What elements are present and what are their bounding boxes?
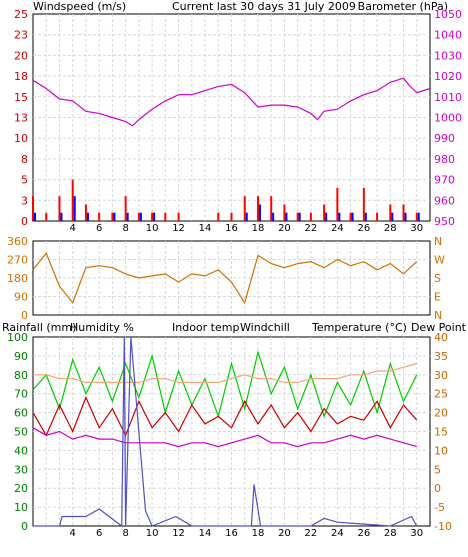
env-x-tick-label: 10 (146, 528, 159, 539)
env-x-tick-label: 18 (252, 528, 265, 539)
windspeed-tick-label: 8 (21, 153, 28, 166)
env-right-tick-label: 20 (434, 407, 448, 420)
wind-x-tick-label: 28 (384, 223, 397, 234)
windspeed-tick-label: 15 (14, 91, 28, 104)
humidity-axis-label: Humidity % (70, 321, 134, 334)
direction-compass-tick-label: W (434, 254, 445, 267)
rainfall-series-line (33, 336, 418, 528)
wind-x-tick-label: 30 (410, 223, 423, 234)
wind-x-tick-label: 22 (305, 223, 318, 234)
direction-degree-tick-label: 270 (7, 254, 28, 267)
env-right-tick-label: 25 (434, 388, 448, 401)
humidity-series-line (32, 349, 418, 419)
env-left-tick-label: 20 (14, 482, 28, 495)
wind-x-tick-label: 4 (70, 223, 76, 234)
env-right-tick-label: 5 (434, 463, 441, 476)
barometer-tick-label: 990 (434, 132, 455, 145)
env-left-tick-label: 90 (14, 350, 28, 363)
direction-degree-tick-label: 180 (7, 272, 28, 285)
temperature-series-line (32, 395, 418, 437)
windspeed-tick-label: 10 (14, 132, 28, 145)
env-right-tick-label: 15 (434, 426, 448, 439)
direction-compass-tick-label: S (434, 272, 441, 285)
direction-compass-tick-label: E (434, 291, 441, 304)
windspeed-tick-label: 23 (14, 29, 28, 42)
barometer-tick-label: 970 (434, 174, 455, 187)
env-right-tick-label: 30 (434, 369, 448, 382)
direction-compass-tick-label: N (434, 235, 442, 248)
env-left-tick-label: 100 (7, 331, 28, 344)
wind-x-tick-label: 14 (199, 223, 212, 234)
barometer-tick-label: 1000 (434, 112, 462, 125)
barometer-tick-label: 1050 (434, 8, 462, 21)
direction-compass-tick-label: N (434, 309, 442, 322)
env-right-tick-label: -5 (434, 501, 445, 514)
windspeed-tick-label: 0 (21, 215, 28, 228)
env-x-tick-label: 28 (384, 528, 397, 539)
env-x-tick-label: 20 (278, 528, 291, 539)
wind-x-tick-label: 10 (146, 223, 159, 234)
direction-degree-tick-label: 360 (7, 235, 28, 248)
windchill-label: Windchill (240, 321, 290, 334)
env-x-tick-label: 14 (199, 528, 212, 539)
env-right-tick-label: 0 (434, 482, 441, 495)
direction-degree-tick-label: 0 (21, 309, 28, 322)
indoor-temp-series-line (33, 362, 417, 383)
windspeed-tick-label: 18 (14, 70, 28, 83)
env-left-tick-label: 50 (14, 426, 28, 439)
wind-x-tick-label: 26 (357, 223, 370, 234)
wind-x-tick-label: 18 (252, 223, 265, 234)
env-x-tick-label: 6 (96, 528, 102, 539)
barometer-tick-label: 1030 (434, 49, 462, 62)
wind-x-tick-label: 8 (122, 223, 128, 234)
wind-x-tick-label: 24 (331, 223, 344, 234)
dew-point-label: Dew Point (411, 321, 467, 334)
env-right-tick-label: 10 (434, 444, 448, 457)
env-left-tick-label: 10 (14, 501, 28, 514)
barometer-tick-label: 960 (434, 194, 455, 207)
env-left-tick-label: 80 (14, 369, 28, 382)
windspeed-tick-label: 13 (14, 112, 28, 125)
wind-x-tick-label: 16 (225, 223, 238, 234)
barometer-axis-label: Barometer (hPa) (358, 0, 448, 13)
windspeed-tick-label: 5 (21, 174, 28, 187)
barometer-series-line (32, 77, 431, 127)
env-x-tick-label: 30 (410, 528, 423, 539)
barometer-tick-label: 950 (434, 215, 455, 228)
barometer-tick-label: 1010 (434, 91, 462, 104)
env-left-tick-label: 70 (14, 388, 28, 401)
wind-x-tick-label: 20 (278, 223, 291, 234)
dew-point-series-line (32, 427, 417, 448)
env-x-tick-label: 26 (357, 528, 370, 539)
wind-direction-series-line (32, 252, 418, 305)
env-right-tick-label: 35 (434, 350, 448, 363)
rainfall-axis-label: Rainfall (mm) (2, 321, 76, 334)
barometer-tick-label: 1020 (434, 70, 462, 83)
windspeed-tick-label: 20 (14, 49, 28, 62)
env-left-tick-label: 40 (14, 444, 28, 457)
chart-title: Current last 30 days 31 July 2009 (172, 0, 356, 13)
windspeed-tick-label: 25 (14, 8, 28, 21)
env-right-tick-label: 40 (434, 331, 448, 344)
barometer-tick-label: 980 (434, 153, 455, 166)
env-x-tick-label: 4 (70, 528, 76, 539)
env-x-tick-label: 8 (122, 528, 128, 539)
env-x-tick-label: 24 (331, 528, 344, 539)
windspeed-tick-label: 3 (21, 194, 28, 207)
temperature-axis-label: Temperature (°C) (311, 321, 407, 334)
env-left-tick-label: 60 (14, 407, 28, 420)
env-x-tick-label: 16 (225, 528, 238, 539)
barometer-tick-label: 1040 (434, 29, 462, 42)
env-x-tick-label: 22 (305, 528, 318, 539)
env-right-tick-label: -10 (434, 520, 452, 533)
wind-x-tick-label: 6 (96, 223, 102, 234)
windspeed-axis-label: Windspeed (m/s) (33, 0, 126, 13)
direction-degree-tick-label: 90 (14, 291, 28, 304)
env-left-tick-label: 0 (21, 520, 28, 533)
wind-x-tick-label: 12 (172, 223, 185, 234)
indoor-temp-label: Indoor temp (172, 321, 239, 334)
env-x-tick-label: 12 (172, 528, 185, 539)
env-left-tick-label: 30 (14, 463, 28, 476)
